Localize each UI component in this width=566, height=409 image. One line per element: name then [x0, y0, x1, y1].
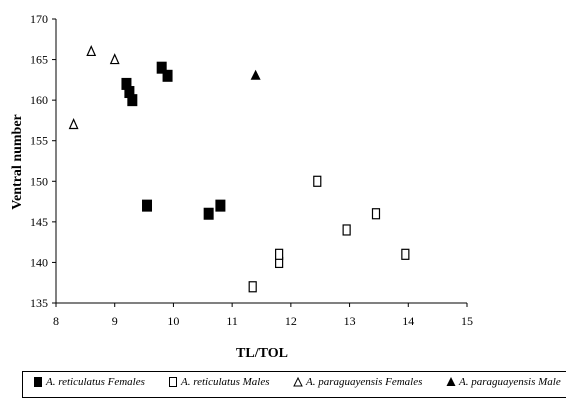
point-reticulatus-male [248, 281, 257, 293]
y-tick-label: 145 [30, 215, 48, 229]
point-reticulatus-male [313, 175, 322, 187]
axes [52, 18, 468, 307]
filled-square-icon [34, 377, 42, 388]
tick-labels: 8 9 10 11 12 13 14 15 135 140 145 150 155 160 165 170 [30, 12, 473, 328]
point-reticulatus-male [342, 224, 351, 236]
legend-item-reticulatus-females: A. reticulatus Females [33, 376, 145, 388]
scatter-chart: 8 9 10 11 12 13 14 15 135 140 145 150 155 160 165 170 T… [10, 12, 473, 361]
y-tick-label: 170 [30, 12, 48, 26]
point-paraguayensis-female [68, 118, 79, 130]
point-reticulatus-male [371, 208, 381, 220]
legend-label: A. paraguayensis Male [459, 376, 561, 388]
legend-item-paraguayensis-male: A. paraguayensis Male [446, 376, 561, 388]
point-reticulatus-male [401, 248, 410, 260]
point-paraguayensis-male [250, 69, 261, 80]
point-reticulatus-female [156, 61, 167, 74]
y-tick-label: 165 [30, 53, 48, 67]
point-reticulatus-female [162, 69, 173, 82]
point-paraguayensis-female [86, 44, 97, 57]
x-tick-label: 8 [53, 314, 59, 328]
y-tick-label: 140 [30, 255, 48, 269]
x-tick-label: 15 [461, 314, 473, 328]
x-axis-title: TL/TOL [236, 346, 288, 361]
point-reticulatus-female [215, 199, 226, 212]
filled-triangle-icon [446, 377, 456, 387]
y-tick-label: 160 [30, 93, 48, 107]
y-tick-label: 150 [30, 174, 48, 188]
point-reticulatus-female [127, 94, 138, 107]
x-tick-label: 13 [344, 314, 356, 328]
legend-label: A. reticulatus Females [46, 376, 145, 388]
x-tick-label: 9 [112, 314, 118, 328]
legend-label: A. reticulatus Males [181, 376, 270, 388]
x-tick-label: 11 [226, 314, 238, 328]
y-axis-title: Ventral number [10, 114, 25, 210]
x-tick-label: 12 [285, 314, 297, 328]
y-tick-label: 135 [30, 296, 48, 310]
point-reticulatus-female [203, 207, 214, 220]
legend-label: A. paraguayensis Females [306, 376, 423, 388]
open-triangle-icon [293, 377, 303, 387]
point-reticulatus-male [275, 248, 284, 260]
point-reticulatus-female [124, 86, 135, 99]
open-square-icon [169, 377, 177, 388]
data-points [68, 44, 410, 293]
x-tick-label: 10 [167, 314, 179, 328]
legend-item-reticulatus-males: A. reticulatus Males [168, 376, 270, 388]
legend: A. reticulatus Females A. reticulatus Ma… [22, 371, 566, 398]
y-tick-label: 155 [30, 134, 48, 148]
x-tick-label: 14 [402, 314, 414, 328]
point-reticulatus-female [142, 199, 153, 212]
point-reticulatus-female [121, 77, 132, 90]
legend-item-paraguayensis-females: A. paraguayensis Females [293, 376, 422, 388]
point-paraguayensis-female [109, 53, 120, 65]
